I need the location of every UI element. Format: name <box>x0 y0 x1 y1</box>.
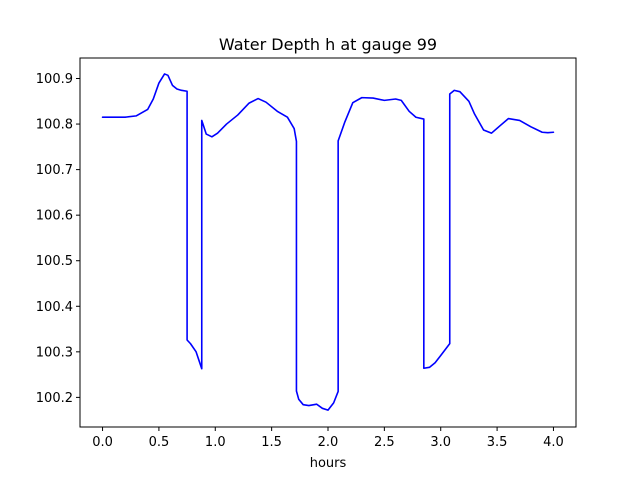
y-tick-label: 100.8 <box>36 118 73 133</box>
x-tick-label: 2.0 <box>318 435 339 450</box>
y-tick-label: 100.4 <box>36 300 73 315</box>
x-tick-label: 4.0 <box>543 435 564 450</box>
chart-title: Water Depth h at gauge 99 <box>219 35 437 54</box>
plot-area: 0.0 0.5 1.0 1.5 2.0 2.5 3.0 3.5 4.0 100.2 100.3 100… <box>36 57 577 450</box>
x-tick-label: 1.5 <box>261 435 282 450</box>
y-tick-label: 100.5 <box>36 254 73 269</box>
series-line-0 <box>101 73 555 411</box>
x-tick-label: 0.0 <box>92 435 113 450</box>
x-tick-label: 2.5 <box>374 435 395 450</box>
y-tick-label: 100.3 <box>36 345 73 360</box>
x-tick-label: 3.5 <box>487 435 508 450</box>
x-tick-label: 3.0 <box>430 435 451 450</box>
y-tick-label: 100.7 <box>36 163 73 178</box>
y-tick-label: 100.6 <box>36 209 73 224</box>
y-tick-label: 100.2 <box>36 391 73 406</box>
x-tick-label: 1.0 <box>205 435 226 450</box>
y-tick-label: 100.9 <box>36 72 73 87</box>
x-tick-label: 0.5 <box>149 435 170 450</box>
x-axis-label: hours <box>310 456 347 471</box>
